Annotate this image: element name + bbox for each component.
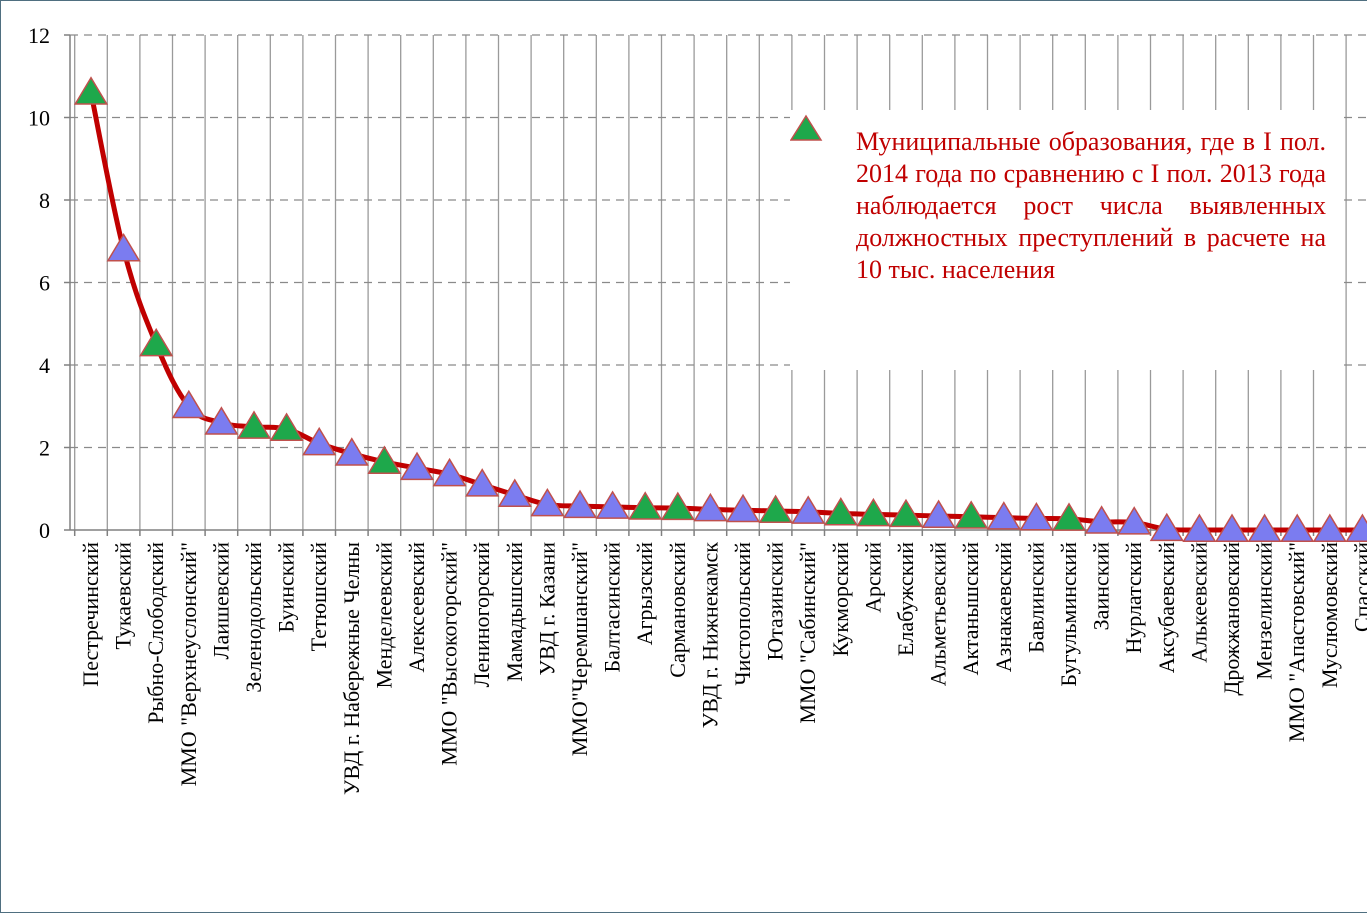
category-label: ММО "Сабинский" (795, 542, 820, 724)
data-point-increase (236, 410, 272, 439)
data-point-increase (856, 497, 891, 527)
category-label: Заинский (1089, 542, 1114, 631)
data-point (791, 495, 826, 524)
y-tick-label: 2 (39, 436, 50, 461)
data-point-increase (367, 445, 402, 474)
data-point (725, 493, 761, 523)
category-labels: Пестречинский Тукаевский Рыбно-Слободский М… (78, 542, 1367, 795)
category-label: Кукморский (828, 542, 853, 657)
data-point-increase (139, 327, 174, 357)
category-label: ММО "Высокогорский" (437, 542, 462, 766)
data-point (1280, 513, 1315, 542)
category-label: Бавлинский (1023, 542, 1048, 653)
category-label: Алексеевский (404, 542, 429, 673)
category-label: ММО"Черемшанский" (567, 542, 592, 756)
category-label: Менделеевский (371, 542, 396, 689)
legend-marker-increase (790, 114, 823, 141)
data-point-increase (269, 412, 304, 441)
category-label: Лениногорский (469, 542, 494, 688)
category-label: Агрызский (632, 542, 657, 646)
category-label: Тукаевский (111, 542, 136, 650)
category-label: Азнакаевский (991, 542, 1016, 672)
y-tick-label: 8 (39, 188, 50, 213)
data-point (432, 457, 467, 487)
data-point-increase (823, 497, 858, 526)
data-point (530, 487, 565, 517)
axes (64, 34, 1367, 536)
category-label: Нурлатский (1121, 542, 1146, 654)
category-label: Рыбно-Слободский (143, 542, 168, 724)
data-point-increase (660, 491, 695, 521)
category-label: Алькеевский (1186, 542, 1211, 663)
category-label: Сармановский (665, 542, 690, 678)
category-label: Чистопольский (730, 542, 755, 686)
data-point (986, 501, 1021, 530)
category-label: Елабужский (893, 542, 918, 656)
data-point (1019, 501, 1054, 531)
category-label: Муслюмовский (1317, 542, 1342, 688)
data-point-increase (1051, 502, 1087, 531)
category-label: Мензелинский (1252, 542, 1277, 680)
data-point (921, 499, 956, 528)
y-tick-label: 4 (39, 353, 50, 378)
category-label: Арский (860, 542, 885, 613)
legend: Муниципальные образования, где в I пол. … (790, 110, 1340, 370)
data-point (1345, 513, 1367, 542)
data-point-increase (954, 500, 989, 529)
category-label: Балтасинский (600, 542, 625, 673)
category-label: Спасский (1349, 542, 1367, 632)
category-label: Аксубаевский (1154, 542, 1179, 673)
category-label: Дрожжановский (1219, 542, 1244, 696)
category-label: Альметьевский (926, 542, 951, 686)
category-label: Бугульминский (1056, 542, 1081, 687)
y-tick-label: 6 (39, 271, 50, 296)
category-label: ММО "Верхнеуслонский" (176, 542, 201, 786)
category-label: Зеленодольский (241, 542, 266, 693)
category-label: УВД г. Нижнекамск (697, 542, 722, 729)
y-tick-label: 10 (28, 106, 50, 131)
data-point-increase (758, 494, 793, 524)
category-label: ММО "Апастовский" (1284, 542, 1309, 742)
data-point-increase (888, 498, 924, 528)
data-point (497, 478, 532, 507)
data-point (595, 490, 630, 519)
category-label: Мамадышский (502, 542, 527, 682)
y-tick-label: 0 (39, 518, 50, 543)
data-point (562, 489, 598, 519)
y-tick-label: 12 (28, 23, 50, 48)
data-point (334, 437, 369, 466)
data-point-increase (73, 76, 109, 105)
category-label: Ютазинский (763, 542, 788, 661)
y-tick-labels: 0 2 4 6 8 10 12 (28, 23, 50, 543)
data-point (204, 406, 239, 435)
data-markers (73, 76, 1367, 542)
legend-text: Муниципальные образования, где в I пол. … (856, 127, 1326, 284)
data-point (1084, 505, 1119, 534)
category-label: УВД г. Казани (534, 542, 559, 676)
data-point (399, 451, 435, 481)
data-point (1117, 506, 1152, 535)
category-label: Пестречинский (78, 542, 103, 687)
data-point (1312, 513, 1347, 542)
data-point (465, 468, 500, 497)
data-point (1149, 512, 1184, 542)
data-point (1247, 513, 1282, 542)
category-label: Тетюшский (306, 542, 331, 652)
data-point-increase (628, 491, 663, 520)
category-label: Актанышский (958, 542, 983, 676)
category-label: Лаишевский (208, 542, 233, 660)
data-point (1182, 513, 1217, 542)
data-point (171, 389, 206, 419)
data-point (693, 492, 728, 522)
category-label: Буинский (274, 542, 299, 633)
data-point (1214, 513, 1250, 542)
data-point (302, 426, 337, 456)
category-label: УВД г. Набережные Челны (339, 542, 364, 795)
data-point (106, 233, 141, 262)
